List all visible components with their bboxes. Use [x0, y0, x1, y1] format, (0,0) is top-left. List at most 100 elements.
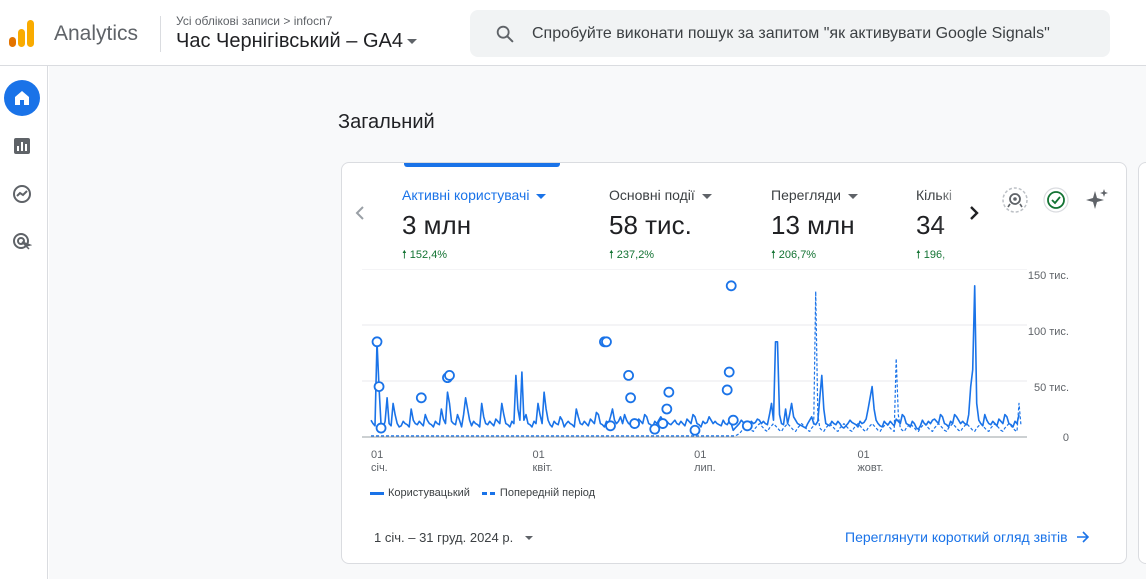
section-title: Загальний: [338, 111, 435, 133]
metric-change: 🠕 206,7%: [771, 249, 817, 261]
left-nav: [0, 66, 48, 579]
anomaly-marker: [375, 422, 387, 434]
breadcrumb-separator: >: [283, 13, 291, 28]
next-card: [1138, 162, 1146, 564]
search-icon: [496, 25, 514, 43]
search-input[interactable]: [532, 10, 1102, 57]
property-selector[interactable]: Час Чернігівський – GA4: [176, 30, 417, 53]
anomaly-marker: [623, 370, 634, 381]
property-name: Час Чернігівський – GA4: [176, 30, 403, 52]
metric-active-users[interactable]: Активні користувачі 3 млн 🠕 152,4%: [402, 187, 547, 265]
caret-down-icon: [525, 535, 534, 540]
nav-home[interactable]: [4, 80, 40, 116]
anomaly-marker: [741, 420, 753, 432]
legend-swatch-solid: [370, 491, 384, 495]
home-icon: [15, 91, 29, 105]
advertising-icon: [13, 233, 32, 250]
metrics-fade: [938, 183, 978, 263]
series-line-current: [370, 284, 1020, 432]
x-tick-day: 01: [694, 449, 706, 461]
anomaly-marker: [661, 403, 673, 415]
anomaly-marker: [689, 424, 701, 436]
series-line-previous: [371, 290, 1022, 437]
anomaly-marker: [373, 381, 385, 392]
x-tick-day: 01: [857, 449, 869, 461]
anomaly-marker: [625, 392, 637, 404]
active-tab-indicator: [404, 163, 560, 167]
main-content: Загальний Активні користувачі 3 млн 🠕 15…: [49, 66, 1146, 579]
x-tick-month: січ.: [371, 462, 388, 474]
date-range-text: 1 січ. – 31 груд. 2024 р.: [374, 530, 514, 545]
chevron-left-icon[interactable]: [352, 201, 368, 225]
header-divider: [160, 16, 161, 52]
metric-label-text: Активні користувачі: [402, 187, 530, 203]
metric-label: Перегляди: [771, 187, 858, 203]
check-circle-icon[interactable]: [1041, 185, 1071, 215]
anomaly-marker: [657, 418, 669, 429]
overview-card: Активні користувачі 3 млн 🠕 152,4% Основ…: [341, 162, 1127, 564]
y-tick-label: 100 тис.: [1028, 326, 1069, 338]
legend-current: Користувацький: [388, 487, 470, 499]
metric-label-text: Перегляди: [771, 187, 841, 203]
anomaly-marker: [601, 336, 612, 348]
caret-down-icon: [701, 193, 712, 199]
anomaly-marker: [629, 418, 641, 429]
anomaly-marker: [605, 420, 616, 432]
analytics-logo[interactable]: [8, 19, 36, 49]
legend-swatch-dashed: [481, 491, 496, 495]
app-name[interactable]: Analytics: [54, 22, 139, 45]
metric-value: 3 млн: [402, 210, 472, 240]
breadcrumb-account[interactable]: infocn7: [293, 13, 333, 28]
anomaly-marker: [723, 366, 735, 378]
y-tick-label: 50 тис.: [1034, 382, 1069, 394]
x-tick-month: жовт.: [857, 462, 883, 474]
metric-label-text: Основні події: [609, 187, 695, 203]
metric-label: Активні користувачі: [402, 187, 547, 203]
x-tick-month: лип.: [694, 462, 716, 474]
bar-chart-icon: [14, 138, 30, 154]
view-reports-text: Переглянути короткий огляд звітів: [845, 529, 1068, 545]
metric-change: 🠕 237,2%: [609, 249, 655, 261]
date-range-selector[interactable]: 1 січ. – 31 груд. 2024 р.: [374, 530, 534, 545]
metric-change-text: 152,4%: [409, 249, 448, 261]
x-tick-day: 01: [533, 449, 545, 461]
x-tick-day: 01: [371, 449, 383, 461]
y-tick-label: 150 тис.: [1028, 270, 1069, 282]
caret-down-icon: [406, 39, 417, 45]
metric-views[interactable]: Перегляди 13 млн 🠕 206,7%: [771, 187, 858, 265]
nav-explore[interactable]: [4, 176, 40, 212]
nav-reports[interactable]: [4, 128, 40, 164]
breadcrumb-root[interactable]: Усі облікові записи: [176, 13, 281, 28]
metric-value: 58 тис.: [609, 210, 692, 240]
breadcrumb[interactable]: Усі облікові записи > infocn7: [176, 13, 332, 28]
metric-change: 🠕 152,4%: [402, 249, 448, 261]
anomaly-marker: [415, 392, 427, 404]
anomaly-marker: [663, 386, 675, 398]
top-bar: Analytics Усі облікові записи > infocn7 …: [0, 0, 1146, 66]
explore-icon: [13, 185, 31, 203]
search-box[interactable]: [470, 10, 1110, 57]
y-tick-label: 0: [1063, 432, 1069, 444]
metric-change-text: 237,2%: [616, 249, 655, 261]
insights-badge-icon[interactable]: [1000, 185, 1030, 215]
view-reports-link[interactable]: Переглянути короткий огляд звітів: [845, 529, 1090, 545]
legend-previous: Попередній період: [499, 487, 596, 499]
anomaly-marker: [649, 423, 661, 435]
anomaly-marker: [725, 280, 737, 292]
arrow-right-icon: [1076, 531, 1089, 543]
metric-value: 13 млн: [771, 210, 855, 240]
anomaly-marker: [721, 384, 733, 396]
anomaly-marker: [371, 336, 383, 348]
x-tick-month: квіт.: [533, 462, 553, 474]
metric-key-events[interactable]: Основні події 58 тис. 🠕 237,2%: [609, 187, 712, 265]
metric-label: Основні події: [609, 187, 712, 203]
metric-change-text: 206,7%: [778, 249, 817, 261]
caret-down-icon: [536, 193, 547, 199]
caret-down-icon: [847, 193, 858, 199]
users-line-chart: 150 тис.100 тис.50 тис.001січ.01квіт.01л…: [362, 269, 1069, 474]
chevron-right-icon[interactable]: [962, 201, 986, 225]
chart-legend: Користувацький Попередній період: [370, 487, 595, 499]
sparkle-icon[interactable]: [1082, 185, 1112, 215]
nav-advertising[interactable]: [4, 224, 40, 260]
anomaly-marker: [727, 414, 739, 426]
